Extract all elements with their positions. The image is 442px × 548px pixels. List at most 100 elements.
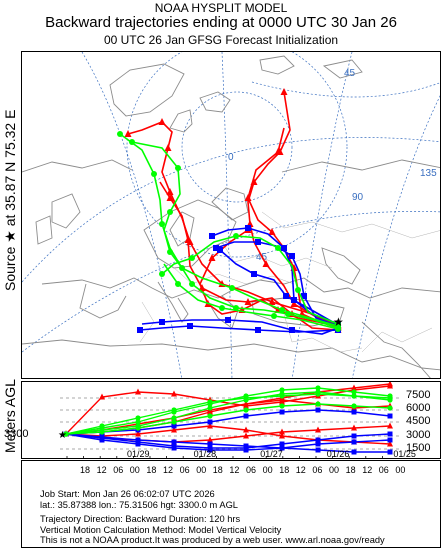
red-height-profile-marker [99,393,105,400]
blue-height-profile-marker [171,439,177,445]
blue-height-profile-marker [171,443,177,449]
disclaimer: This is not a NOAA product.It was produc… [40,535,385,546]
green-trajectory-marker [335,321,341,327]
grid-label-0: 0 [228,152,234,163]
source-height-label: 3300 [4,428,29,440]
red-height-profile-marker [387,422,393,429]
green-trajectory-marker [159,221,165,227]
red-height-profile-marker [351,384,357,391]
blue-trajectory-marker [225,317,231,323]
blue-height-profile-marker [387,437,393,443]
green-trajectory-line [161,235,339,325]
chart-subtitle: 00 UTC 26 Jan GFSG Forecast Initializati… [103,33,339,47]
green-height-profile-marker [171,415,177,421]
altitude-label-3000: 3000 [406,429,431,441]
time-tick-label: 12 [229,465,240,475]
red-height-profile-marker [243,400,249,407]
green-trajectory-marker [189,281,195,287]
red-trajectory-marker [262,260,270,267]
green-trajectory-marker [275,245,281,251]
green-trajectory-marker [167,209,173,215]
blue-height-profile-marker [387,431,393,437]
green-trajectory-marker [129,139,135,145]
blue-height-profile-marker [243,413,249,419]
green-trajectory-marker [175,165,181,171]
time-tick-label: 00 [329,465,340,475]
blue-height-profile-marker [207,445,213,451]
blue-trajectory-marker [209,233,215,239]
date-label: 01/25 [393,449,416,459]
date-label: 01/26 [326,449,350,459]
green-height-profile-marker [99,429,105,435]
blue-trajectory-line [139,325,339,333]
grid-labels: 45 0 90 135 45 [228,68,437,263]
blue-height-profile-marker [207,441,213,447]
blue-height-profile-marker [351,439,357,445]
map-grid [22,52,440,378]
blue-trajectory-marker [255,327,261,333]
red-height-profile-marker [315,426,321,433]
time-tick-label: 18 [80,465,91,475]
red-trajectory-marker [268,298,276,305]
time-tick-label: 00 [129,465,140,475]
blue-height-profile-line [65,433,390,453]
red-height-profile-marker [387,382,393,387]
time-tick-label: 18 [279,465,290,475]
green-height-profile-marker [135,415,141,421]
altitude-gridlines [60,397,402,450]
blue-height-profile-line [65,409,391,435]
blue-trajectory-marker [137,327,143,333]
green-height-profile-marker [171,407,177,413]
blue-height-profile-marker [99,435,105,441]
green-height-profile-marker [387,395,393,401]
vertical-trajectories: ★ [58,382,393,455]
red-height-profile-line [65,385,391,435]
green-height-profile-marker [207,405,213,411]
time-tick-label: 06 [378,465,389,475]
blue-trajectory-marker [213,245,219,251]
time-tick-label: 12 [362,465,373,475]
blue-trajectory-marker [251,271,257,277]
time-tick-label: 06 [179,465,190,475]
green-height-profile-marker [351,393,357,399]
blue-trajectory-marker [281,245,287,251]
blue-trajectory-marker [255,239,261,245]
red-trajectory-marker [280,88,288,95]
green-height-profile-line [65,391,391,435]
red-height-profile-marker [243,432,249,439]
green-height-profile-marker [279,403,285,409]
blue-height-profile-marker [351,409,357,415]
blue-height-profile-marker [171,423,177,429]
chart-title: Backward trajectories ending at 0000 UTC… [45,14,397,31]
footer-info: Job Start: Mon Jan 26 06:02:07 UTC 2026 … [21,460,441,548]
green-height-profile-marker [135,419,141,425]
red-trajectory-line [247,127,339,329]
red-height-profile-marker [351,424,357,431]
green-trajectory-marker [229,285,235,291]
red-trajectory-marker [244,298,252,305]
vertical-profile-panel[interactable]: ★ [21,381,441,459]
green-height-profile-marker [243,395,249,401]
vertical-motion-method: Vertical Motion Calculation Method: Mode… [40,524,282,535]
blue-height-profile-line [65,433,391,449]
blue-height-profile-marker [279,445,285,451]
source-star-icon: ★ [58,430,67,441]
green-trajectory-marker [285,311,291,317]
green-height-profile-marker [207,399,213,405]
time-tick-label: 00 [395,465,406,475]
blue-trajectory-marker [289,327,295,333]
blue-trajectory-marker [289,253,295,259]
time-tick-label: 18 [146,465,157,475]
time-tick-label: 00 [196,465,207,475]
map-panel[interactable]: 45 0 90 135 45 ★ [21,51,441,379]
blue-trajectory-line [219,249,339,326]
green-trajectory-marker [117,131,123,137]
red-height-profile-marker [387,440,393,447]
time-tick-label: 12 [295,465,306,475]
red-height-profile-line [65,399,391,435]
red-height-profile-marker [279,432,285,439]
blue-height-profile-marker [351,449,357,455]
red-height-profile-marker [135,430,141,437]
blue-height-profile-marker [351,433,357,439]
green-trajectory-marker [189,255,195,261]
